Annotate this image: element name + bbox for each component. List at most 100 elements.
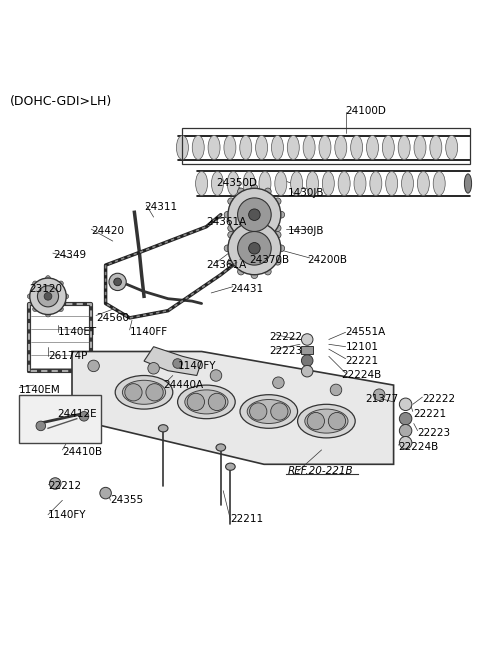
Circle shape <box>88 360 99 371</box>
Circle shape <box>224 212 231 218</box>
Circle shape <box>238 198 271 231</box>
Circle shape <box>64 294 69 299</box>
Text: 24420: 24420 <box>91 227 124 236</box>
Bar <box>301 346 313 354</box>
Ellipse shape <box>401 172 413 195</box>
Ellipse shape <box>178 385 235 419</box>
Ellipse shape <box>240 136 252 160</box>
Ellipse shape <box>177 136 188 160</box>
Ellipse shape <box>350 136 363 160</box>
Circle shape <box>264 188 271 195</box>
Circle shape <box>79 411 89 421</box>
Circle shape <box>301 355 313 366</box>
Ellipse shape <box>354 172 366 195</box>
Bar <box>19 395 101 443</box>
Text: 1140EM: 1140EM <box>19 385 61 395</box>
Ellipse shape <box>243 172 255 195</box>
Circle shape <box>238 231 271 265</box>
Bar <box>182 128 470 164</box>
Text: 24560: 24560 <box>96 313 129 323</box>
Text: 24410B: 24410B <box>62 447 103 457</box>
Text: 26174P: 26174P <box>48 351 87 362</box>
Text: 24440A: 24440A <box>163 380 204 390</box>
Circle shape <box>27 294 32 299</box>
Circle shape <box>251 185 258 191</box>
Text: 22221: 22221 <box>413 409 446 419</box>
Ellipse shape <box>303 136 315 160</box>
Text: 24370B: 24370B <box>250 255 290 265</box>
Circle shape <box>301 365 313 377</box>
Circle shape <box>109 273 126 291</box>
Circle shape <box>274 225 281 231</box>
Ellipse shape <box>228 172 239 195</box>
Circle shape <box>49 477 61 489</box>
Ellipse shape <box>335 136 347 160</box>
Circle shape <box>251 272 258 278</box>
Ellipse shape <box>192 136 204 160</box>
Text: 22222: 22222 <box>269 332 302 342</box>
Ellipse shape <box>370 172 382 195</box>
Text: 24412E: 24412E <box>58 409 97 419</box>
Circle shape <box>114 278 121 286</box>
Ellipse shape <box>383 136 395 160</box>
Text: 22212: 22212 <box>48 481 81 491</box>
Ellipse shape <box>115 375 173 409</box>
Circle shape <box>264 221 271 229</box>
Ellipse shape <box>319 136 331 160</box>
Circle shape <box>274 258 281 265</box>
Ellipse shape <box>464 174 471 193</box>
Circle shape <box>238 268 244 275</box>
Circle shape <box>100 487 111 499</box>
Ellipse shape <box>122 381 166 404</box>
Circle shape <box>251 238 258 245</box>
Circle shape <box>307 413 324 430</box>
Circle shape <box>210 369 222 381</box>
Circle shape <box>273 377 284 388</box>
Circle shape <box>373 389 385 400</box>
Ellipse shape <box>386 172 397 195</box>
Circle shape <box>187 393 204 411</box>
Ellipse shape <box>224 136 236 160</box>
Text: 1140FF: 1140FF <box>130 328 168 337</box>
Ellipse shape <box>247 400 290 424</box>
Polygon shape <box>144 346 202 375</box>
Circle shape <box>228 188 281 241</box>
Circle shape <box>148 362 159 374</box>
Ellipse shape <box>211 172 223 195</box>
Circle shape <box>278 212 285 218</box>
Ellipse shape <box>226 463 235 470</box>
Ellipse shape <box>185 390 228 414</box>
Text: 24349: 24349 <box>53 250 86 261</box>
Ellipse shape <box>414 136 426 160</box>
Circle shape <box>46 312 50 317</box>
Ellipse shape <box>367 136 378 160</box>
Text: 21377: 21377 <box>365 394 398 405</box>
Circle shape <box>228 225 235 231</box>
Text: 24361A: 24361A <box>206 217 247 227</box>
Circle shape <box>30 278 66 314</box>
Text: REF.20-221B: REF.20-221B <box>288 466 354 476</box>
Ellipse shape <box>256 136 268 160</box>
Circle shape <box>399 398 412 411</box>
Circle shape <box>46 276 50 280</box>
Circle shape <box>36 421 46 431</box>
Text: 22223: 22223 <box>418 428 451 438</box>
Text: 24200B: 24200B <box>307 255 347 265</box>
Circle shape <box>238 188 244 195</box>
Ellipse shape <box>398 136 410 160</box>
Circle shape <box>228 231 235 238</box>
Ellipse shape <box>287 136 300 160</box>
Text: 1430JB: 1430JB <box>288 188 324 198</box>
Text: 1140ET: 1140ET <box>58 328 97 337</box>
Circle shape <box>250 403 267 420</box>
Text: 23120: 23120 <box>29 284 62 294</box>
Circle shape <box>228 198 235 204</box>
Circle shape <box>249 242 260 254</box>
Polygon shape <box>72 352 394 464</box>
Text: 24311: 24311 <box>144 202 177 212</box>
Ellipse shape <box>259 172 271 195</box>
Text: 1430JB: 1430JB <box>288 227 324 236</box>
Text: 22223: 22223 <box>269 346 302 356</box>
Text: 24355: 24355 <box>110 495 144 505</box>
Ellipse shape <box>216 444 226 451</box>
